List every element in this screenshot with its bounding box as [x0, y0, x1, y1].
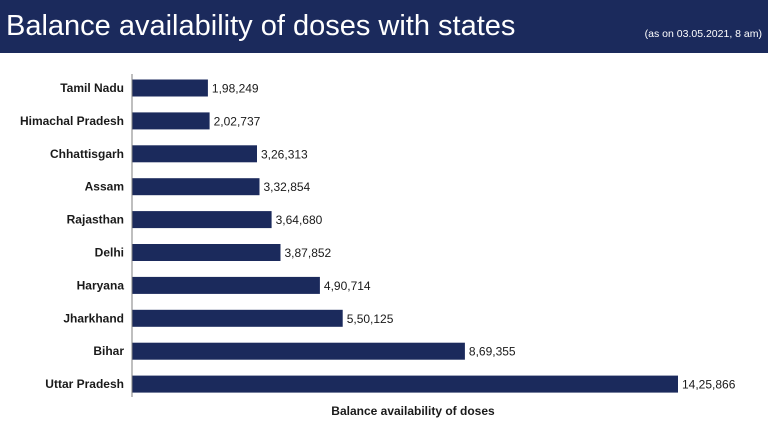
data-label: 3,64,680 — [276, 213, 323, 227]
title-banner: Balance availability of doses with state… — [0, 0, 768, 53]
bar-himachal-pradesh — [132, 112, 210, 130]
x-axis-title: Balance availability of doses — [331, 404, 495, 418]
data-label: 4,90,714 — [324, 279, 371, 293]
bar-uttar-pradesh — [132, 375, 678, 393]
category-label: Haryana — [77, 278, 125, 292]
category-label: Rajasthan — [67, 213, 124, 227]
bar-jharkhand — [132, 309, 343, 327]
data-label: 5,50,125 — [347, 312, 394, 326]
bar-rajasthan — [132, 211, 272, 229]
category-label: Delhi — [95, 246, 124, 260]
bar-delhi — [132, 244, 281, 261]
category-label: Tamil Nadu — [60, 81, 124, 95]
data-label: 3,26,313 — [261, 147, 308, 161]
category-label: Chhattisgarh — [50, 147, 124, 161]
data-label: 1,98,249 — [212, 82, 259, 96]
bar-tamil-nadu — [132, 79, 208, 97]
page-title: Balance availability of doses with state… — [6, 10, 516, 42]
data-label: 2,02,737 — [214, 114, 261, 128]
category-label: Uttar Pradesh — [45, 377, 124, 391]
date-note: (as on 03.05.2021, 8 am) — [644, 28, 762, 40]
bar-chhattisgarh — [132, 145, 257, 163]
category-label: Himachal Pradesh — [20, 114, 124, 128]
bar-assam — [132, 178, 260, 196]
category-label: Assam — [85, 180, 124, 194]
category-label: Jharkhand — [63, 311, 124, 325]
data-label: 3,32,854 — [264, 180, 311, 194]
bar-haryana — [132, 276, 320, 294]
category-label: Bihar — [93, 344, 124, 358]
data-label: 14,25,866 — [682, 378, 736, 392]
data-label: 3,87,852 — [285, 246, 332, 260]
data-label: 8,69,355 — [469, 345, 516, 359]
bar-bihar — [132, 342, 465, 360]
